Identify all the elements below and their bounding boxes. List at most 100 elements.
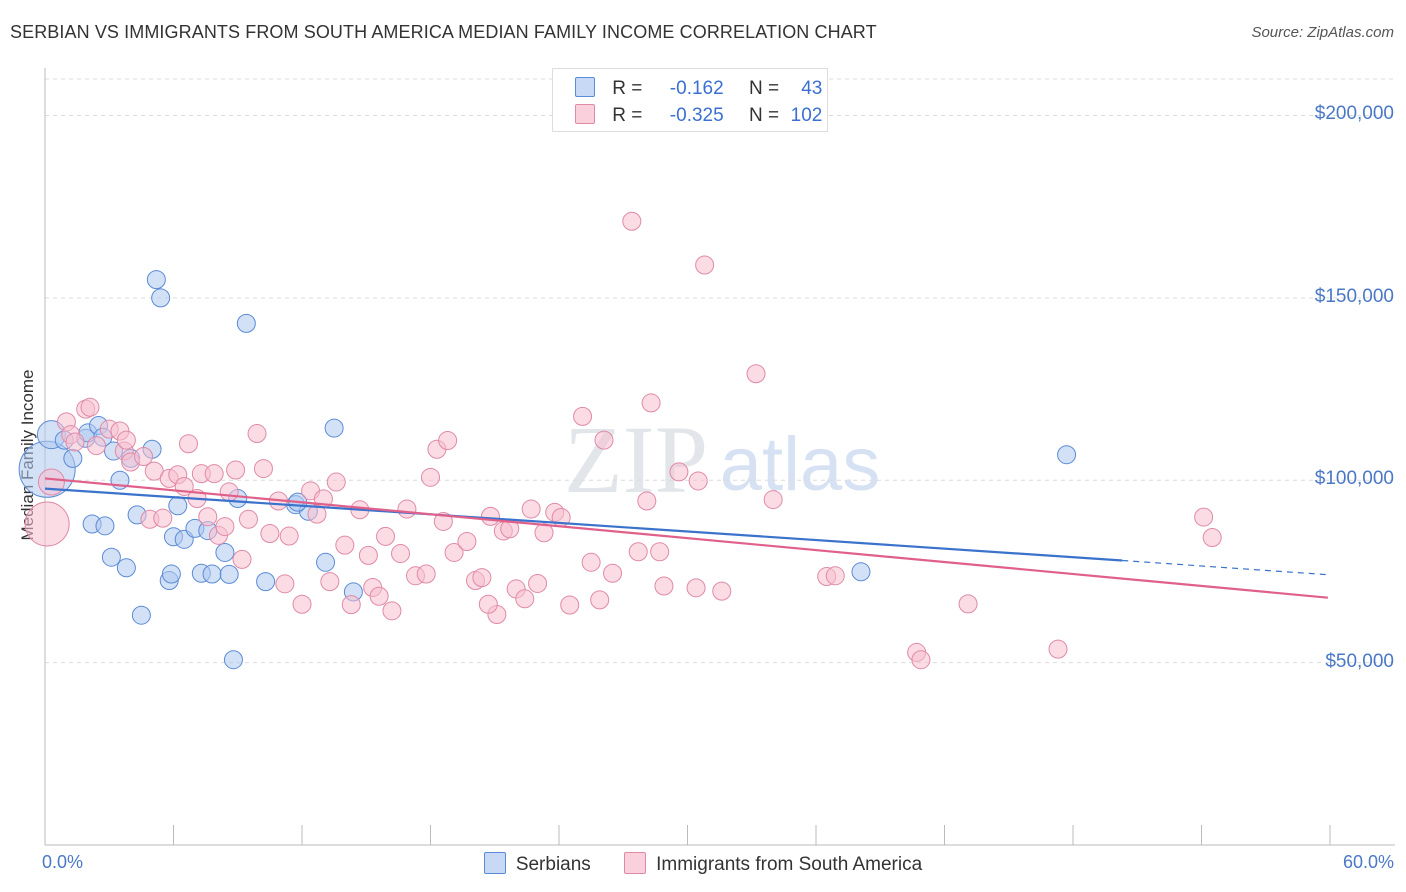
- data-point: [238, 509, 258, 529]
- data-point: [253, 459, 273, 479]
- data-point: [521, 499, 541, 519]
- data-point: [1057, 445, 1077, 465]
- data-point: [421, 467, 440, 487]
- legend-label-immigrants: Immigrants from South America: [656, 854, 923, 875]
- legend-item-serbians[interactable]: Serbians: [483, 852, 591, 876]
- data-point: [320, 572, 340, 592]
- data-point: [650, 542, 670, 562]
- data-point: [335, 535, 355, 555]
- y-tick-label: $200,000: [1314, 103, 1394, 125]
- data-point: [204, 464, 224, 484]
- data-point: [825, 566, 845, 586]
- legend-swatch-serbians: [483, 852, 506, 874]
- stats-legend: R = -0.162 N = 43 R = -0.325 N = 102: [552, 68, 828, 132]
- data-point: [637, 491, 657, 511]
- data-point: [168, 496, 188, 516]
- data-point: [416, 564, 436, 584]
- data-point: [232, 549, 252, 569]
- data-point: [326, 472, 346, 492]
- data-point: [215, 517, 235, 537]
- trend-line: [44, 477, 1328, 599]
- data-point: [457, 532, 477, 552]
- data-point: [528, 573, 548, 593]
- data-point: [573, 406, 593, 426]
- data-point: [151, 288, 171, 308]
- data-point: [116, 558, 136, 578]
- y-tick-label: $150,000: [1314, 285, 1394, 307]
- data-point: [65, 432, 85, 452]
- data-point: [695, 255, 715, 275]
- chart-title: SERBIAN VS IMMIGRANTS FROM SOUTH AMERICA…: [10, 22, 877, 42]
- data-point: [161, 564, 181, 584]
- data-point: [256, 572, 276, 592]
- data-point: [641, 393, 661, 413]
- data-point: [480, 506, 500, 526]
- data-point: [101, 547, 121, 567]
- data-point: [628, 542, 648, 562]
- data-point: [341, 595, 361, 615]
- data-point: [376, 526, 396, 546]
- data-point: [478, 594, 498, 614]
- data-point: [763, 490, 783, 510]
- data-point: [369, 586, 389, 606]
- y-tick-label: $50,000: [1325, 650, 1394, 672]
- data-point: [215, 542, 235, 562]
- legend-r-label: R =: [612, 105, 643, 126]
- data-point: [686, 578, 706, 598]
- data-point: [669, 462, 689, 482]
- data-point: [146, 270, 166, 290]
- legend-swatch-serbians: [575, 77, 595, 97]
- data-point: [116, 430, 136, 450]
- watermark-atlas: atlas: [720, 422, 881, 507]
- data-point: [358, 545, 378, 565]
- data-point: [590, 590, 610, 610]
- legend-label-serbians: Serbians: [515, 854, 591, 875]
- legend-item-immigrants[interactable]: Immigrants from South America: [624, 852, 922, 876]
- data-point: [911, 650, 931, 670]
- data-point: [236, 313, 256, 333]
- source-label: Source: ZipAtlas.com: [1251, 24, 1394, 41]
- trend-line-extension: [1122, 559, 1328, 576]
- data-point: [382, 601, 402, 621]
- data-point: [223, 650, 243, 670]
- data-point: [37, 468, 65, 496]
- data-point: [712, 581, 732, 601]
- y-tick-label: $100,000: [1314, 468, 1394, 490]
- data-point: [654, 576, 674, 596]
- legend-row-serbians: R = -0.162 N = 43: [575, 77, 822, 100]
- data-point: [219, 482, 239, 502]
- data-point: [391, 544, 411, 564]
- data-point: [178, 434, 198, 454]
- data-point: [603, 563, 623, 583]
- data-point: [198, 507, 218, 527]
- data-point: [1048, 639, 1068, 659]
- data-point: [594, 430, 614, 450]
- data-point: [80, 397, 100, 417]
- data-point: [275, 574, 295, 594]
- legend-n-value: 43: [801, 78, 823, 99]
- data-point: [279, 526, 299, 546]
- data-point: [134, 447, 154, 467]
- legend-swatch-immigrants: [575, 104, 595, 124]
- legend-row-immigrants: R = -0.325 N = 102: [575, 104, 822, 127]
- data-point: [560, 595, 580, 615]
- data-point: [316, 552, 336, 572]
- data-point: [688, 471, 708, 491]
- data-point: [292, 594, 312, 614]
- legend-n-value: 102: [790, 105, 823, 126]
- data-point: [95, 516, 115, 536]
- legend-r-label: R =: [612, 78, 643, 99]
- data-point: [247, 424, 267, 444]
- legend-r-value: -0.162: [669, 78, 724, 99]
- legend-n-label: N =: [748, 105, 780, 126]
- data-point: [622, 211, 642, 231]
- trend-line: [44, 487, 1123, 562]
- x-tick-max: 60.0%: [1342, 852, 1394, 872]
- data-point: [444, 542, 464, 562]
- data-point: [219, 564, 239, 584]
- data-point: [86, 436, 106, 456]
- data-point: [260, 523, 280, 543]
- legend-r-value: -0.325: [669, 105, 724, 126]
- data-point: [438, 430, 458, 450]
- legend-swatch-immigrants: [624, 852, 647, 874]
